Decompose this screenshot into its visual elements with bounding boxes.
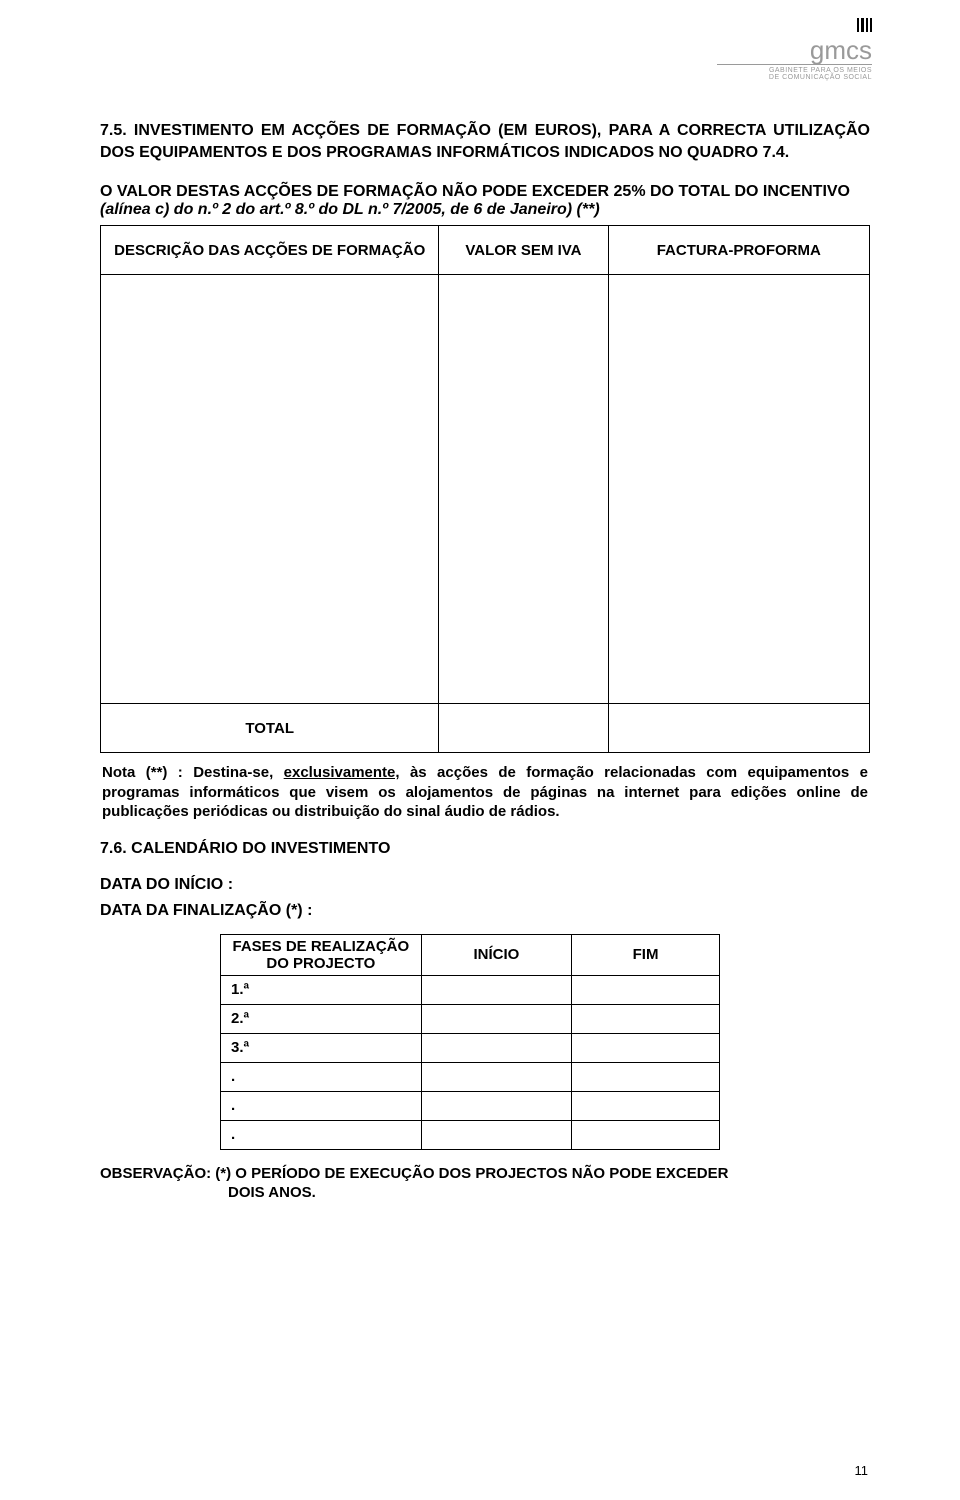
table-header-row: DESCRIÇÃO DAS ACÇÕES DE FORMAÇÃO VALOR S… bbox=[101, 226, 870, 275]
total-factura-cell bbox=[608, 704, 869, 753]
phase-inicio-cell bbox=[421, 1120, 571, 1149]
section-7-5-title: 7.5. INVESTIMENTO EM ACÇÕES DE FORMAÇÃO … bbox=[100, 120, 870, 163]
blank-cell bbox=[608, 275, 869, 704]
phase-label: 1.ª bbox=[221, 975, 422, 1004]
phase-row: . bbox=[221, 1062, 720, 1091]
note-block: Nota (**) : Destina-se, exclusivamente, … bbox=[100, 763, 870, 822]
page-number: 11 bbox=[855, 1463, 869, 1478]
col-valor: VALOR SEM IVA bbox=[439, 226, 608, 275]
data-inicio-label: DATA DO INÍCIO : bbox=[100, 876, 870, 894]
phase-inicio-cell bbox=[421, 1062, 571, 1091]
data-finalizacao-label: DATA DA FINALIZAÇÃO (*) : bbox=[100, 902, 870, 920]
formation-table: DESCRIÇÃO DAS ACÇÕES DE FORMAÇÃO VALOR S… bbox=[100, 225, 870, 753]
blank-cell bbox=[439, 275, 608, 704]
phase-row: 1.ª bbox=[221, 975, 720, 1004]
table-blank-row bbox=[101, 275, 870, 704]
header-logo: gmcs GABINETE PARA OS MEIOS DE COMUNICAÇ… bbox=[672, 18, 872, 81]
phase-fim-cell bbox=[572, 1062, 720, 1091]
logo-subtitle-2: DE COMUNICAÇÃO SOCIAL bbox=[672, 74, 872, 81]
observation-block: OBSERVAÇÃO: (*) O PERÍODO DE EXECUÇÃO DO… bbox=[100, 1164, 870, 1203]
col-factura: FACTURA-PROFORMA bbox=[608, 226, 869, 275]
phase-head: FASES DE REALIZAÇÃO DO PROJECTO bbox=[221, 934, 422, 975]
col-descricao: DESCRIÇÃO DAS ACÇÕES DE FORMAÇÃO bbox=[101, 226, 439, 275]
phase-table: FASES DE REALIZAÇÃO DO PROJECTO INÍCIO F… bbox=[220, 934, 720, 1150]
phase-label: 3.ª bbox=[221, 1033, 422, 1062]
phase-label: 2.ª bbox=[221, 1004, 422, 1033]
phase-inicio-cell bbox=[421, 1004, 571, 1033]
phase-fim-cell bbox=[572, 975, 720, 1004]
fim-head: FIM bbox=[572, 934, 720, 975]
phase-row: 2.ª bbox=[221, 1004, 720, 1033]
phase-header-row: FASES DE REALIZAÇÃO DO PROJECTO INÍCIO F… bbox=[221, 934, 720, 975]
obs-line1: OBSERVAÇÃO: (*) O PERÍODO DE EXECUÇÃO DO… bbox=[100, 1165, 728, 1182]
phase-fim-cell bbox=[572, 1033, 720, 1062]
phase-row: . bbox=[221, 1120, 720, 1149]
phase-fim-cell bbox=[572, 1091, 720, 1120]
blank-cell bbox=[101, 275, 439, 704]
section-7-5-subnote: O VALOR DESTAS ACÇÕES DE FORMAÇÃO NÃO PO… bbox=[100, 183, 870, 219]
note-underlined: exclusivamente, bbox=[284, 764, 400, 781]
total-label: TOTAL bbox=[101, 704, 439, 753]
phase-row: 3.ª bbox=[221, 1033, 720, 1062]
phase-label: . bbox=[221, 1091, 422, 1120]
subnote-prefix: O VALOR DESTAS ACÇÕES DE FORMAÇÃO NÃO PO… bbox=[100, 183, 850, 200]
subnote-italic: (alínea c) do n.º 2 do art.º 8.º do DL n… bbox=[100, 201, 600, 218]
note-prefix: Nota (**) : Destina-se, bbox=[102, 764, 284, 781]
phase-label: . bbox=[221, 1062, 422, 1091]
section-7-6-title: 7.6. CALENDÁRIO DO INVESTIMENTO bbox=[100, 840, 870, 858]
phase-inicio-cell bbox=[421, 1033, 571, 1062]
phase-fim-cell bbox=[572, 1120, 720, 1149]
document-page: gmcs GABINETE PARA OS MEIOS DE COMUNICAÇ… bbox=[0, 0, 960, 1500]
phase-inicio-cell bbox=[421, 975, 571, 1004]
phase-inicio-cell bbox=[421, 1091, 571, 1120]
obs-line2: DOIS ANOS. bbox=[100, 1183, 870, 1203]
phase-label: . bbox=[221, 1120, 422, 1149]
table-total-row: TOTAL bbox=[101, 704, 870, 753]
inicio-head: INÍCIO bbox=[421, 934, 571, 975]
logo-brand: gmcs bbox=[672, 39, 872, 62]
phase-row: . bbox=[221, 1091, 720, 1120]
total-valor-cell bbox=[439, 704, 608, 753]
phase-fim-cell bbox=[572, 1004, 720, 1033]
